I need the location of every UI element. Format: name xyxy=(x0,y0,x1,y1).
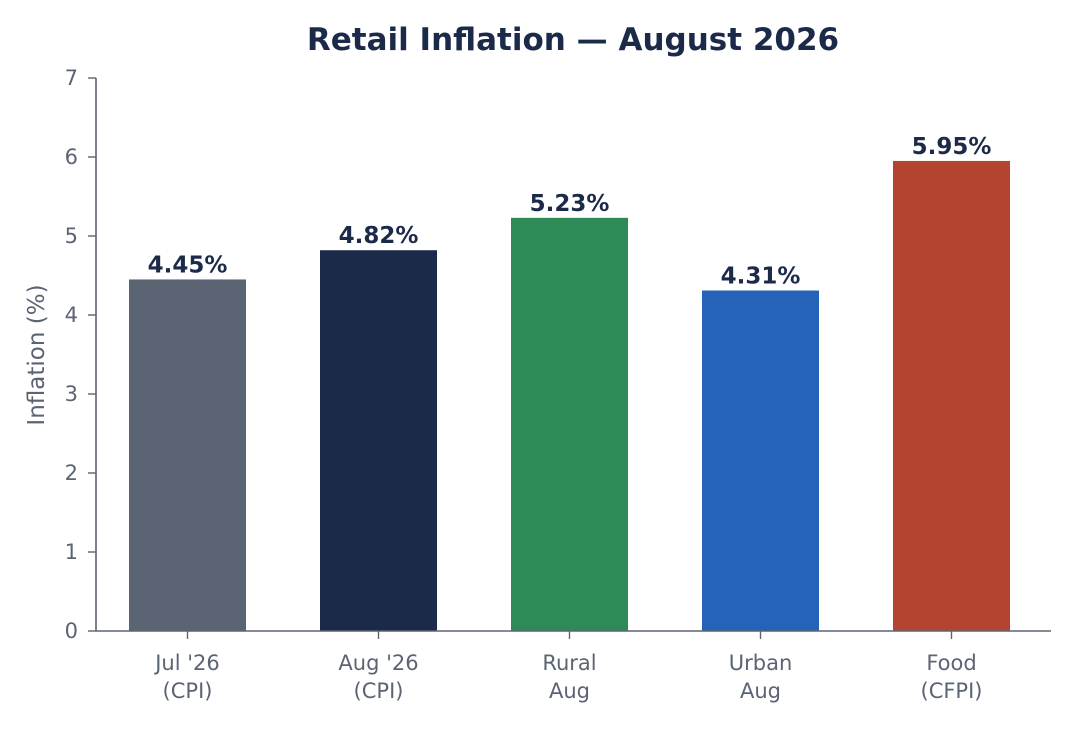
bar-value-label: 5.23% xyxy=(530,191,610,217)
bar xyxy=(129,279,246,631)
bar xyxy=(320,250,437,631)
y-tick-label: 3 xyxy=(65,382,78,406)
bar xyxy=(511,217,628,631)
y-axis-ticks: 0 1 2 3 4 5 6 7 xyxy=(65,66,96,643)
bar-value-label: 5.95% xyxy=(912,134,992,160)
y-tick-label: 2 xyxy=(65,461,78,485)
y-axis-label: Inflation (%) xyxy=(24,284,50,425)
x-tick-label-line: Food xyxy=(926,651,976,675)
x-tick-label: Food (CFPI) xyxy=(921,651,983,703)
bar-value-label: 4.45% xyxy=(148,252,228,278)
bar-value-label: 4.82% xyxy=(339,223,419,249)
x-tick-label-line: Aug xyxy=(549,679,590,703)
chart-title: Retail Inflation — August 2026 xyxy=(307,22,839,58)
bar xyxy=(893,160,1010,631)
x-tick-label: Jul '26 (CPI) xyxy=(153,651,220,703)
x-tick-label: Urban Aug xyxy=(729,651,793,703)
bar-value-label: 4.31% xyxy=(721,264,801,290)
x-tick-label-line: Rural xyxy=(542,651,596,675)
x-tick-label-line: Urban xyxy=(729,651,793,675)
y-tick-label: 1 xyxy=(65,540,78,564)
x-tick-label-line: (CPI) xyxy=(354,679,404,703)
y-tick-label: 6 xyxy=(65,145,78,169)
y-tick-label: 0 xyxy=(65,619,78,643)
x-tick-label-line: Aug xyxy=(740,679,781,703)
bar xyxy=(702,290,819,631)
y-tick-label: 4 xyxy=(65,303,78,327)
bar-series xyxy=(129,160,1010,631)
x-tick-label-line: (CPI) xyxy=(163,679,213,703)
y-tick-label: 7 xyxy=(65,66,78,90)
x-tick-label: Rural Aug xyxy=(542,651,596,703)
y-tick-label: 5 xyxy=(65,224,78,248)
x-tick-label-line: Jul '26 xyxy=(153,651,220,675)
x-tick-label-line: Aug '26 xyxy=(338,651,418,675)
x-tick-label-line: (CFPI) xyxy=(921,679,983,703)
x-axis-ticks: Jul '26 (CPI) Aug '26 (CPI) Rural Aug Urban Aug… xyxy=(153,631,983,703)
x-tick-label: Aug '26 (CPI) xyxy=(338,651,418,703)
bar-value-labels: 4.45% 4.82% 5.23% 4.31% 5.95% xyxy=(148,134,992,290)
